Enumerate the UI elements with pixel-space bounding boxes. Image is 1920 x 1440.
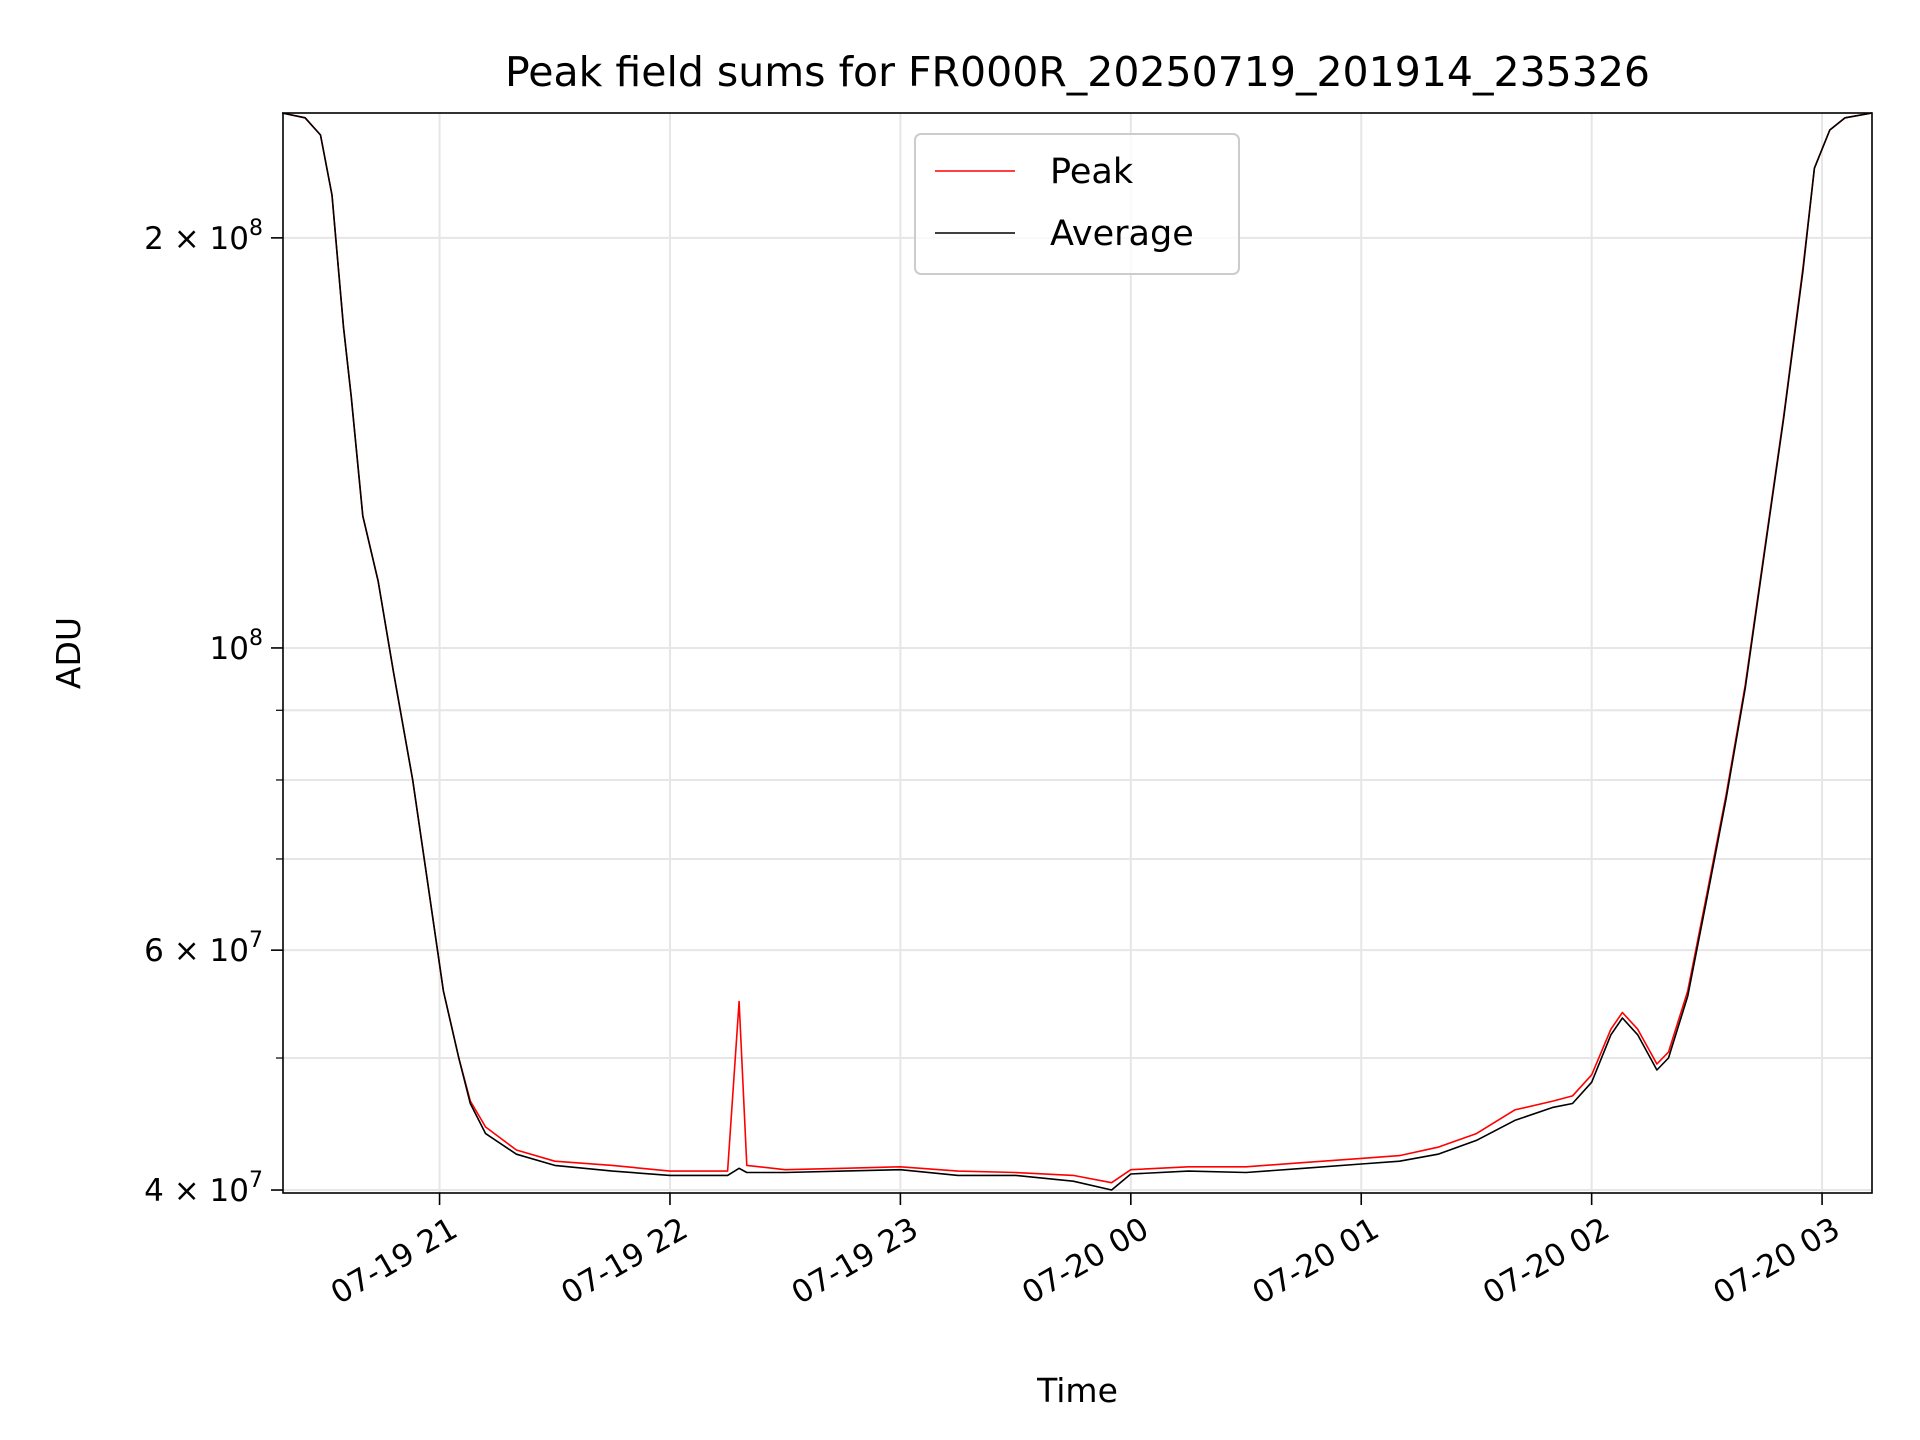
legend-label-average: Average bbox=[1050, 214, 1194, 254]
legend-label-peak: Peak bbox=[1050, 152, 1134, 192]
y-tick-label: 2 × 108 bbox=[144, 216, 263, 257]
chart-title: Peak field sums for FR000R_20250719_2019… bbox=[505, 48, 1650, 96]
y-axis-label: ADU bbox=[49, 617, 88, 689]
legend-box bbox=[914, 133, 1240, 275]
x-axis-label: Time bbox=[1036, 1371, 1118, 1410]
y-tick-label: 4 × 107 bbox=[144, 1168, 263, 1209]
legend: Peak Average bbox=[914, 133, 1240, 275]
series-line-average bbox=[281, 112, 1873, 1191]
y-tick-label: 108 bbox=[210, 626, 263, 667]
series-layer bbox=[281, 112, 1873, 1191]
y-tick-label: 6 × 107 bbox=[144, 928, 263, 969]
axes-frame bbox=[282, 112, 1873, 1194]
